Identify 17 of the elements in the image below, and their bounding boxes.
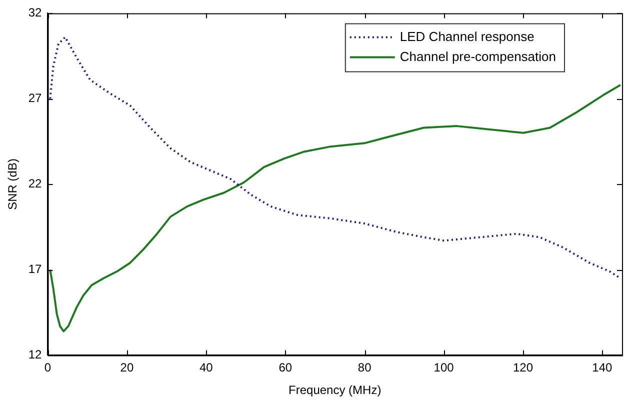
y-tick-label: 27: [28, 91, 42, 106]
legend-label: Channel pre-compensation: [400, 48, 556, 64]
y-tick-label: 32: [28, 6, 42, 20]
x-tick-label: 80: [358, 360, 372, 375]
legend-label: LED Channel response: [400, 28, 534, 44]
x-tick-label: 100: [434, 360, 454, 375]
x-tick-label: 140: [592, 360, 613, 375]
x-tick-label: 120: [512, 360, 534, 375]
x-axis-title: Frequency (MHz): [288, 383, 382, 398]
y-tick-label: 17: [28, 262, 42, 276]
y-tick-label: 22: [28, 176, 42, 191]
y-axis-title: SNR (dB): [6, 158, 20, 210]
x-tick-label: 20: [120, 360, 134, 375]
x-tick-label: 0: [44, 360, 52, 375]
x-tick-label: 60: [278, 360, 292, 375]
x-tick-label: 40: [199, 360, 214, 375]
y-tick-label: 12: [28, 348, 42, 362]
